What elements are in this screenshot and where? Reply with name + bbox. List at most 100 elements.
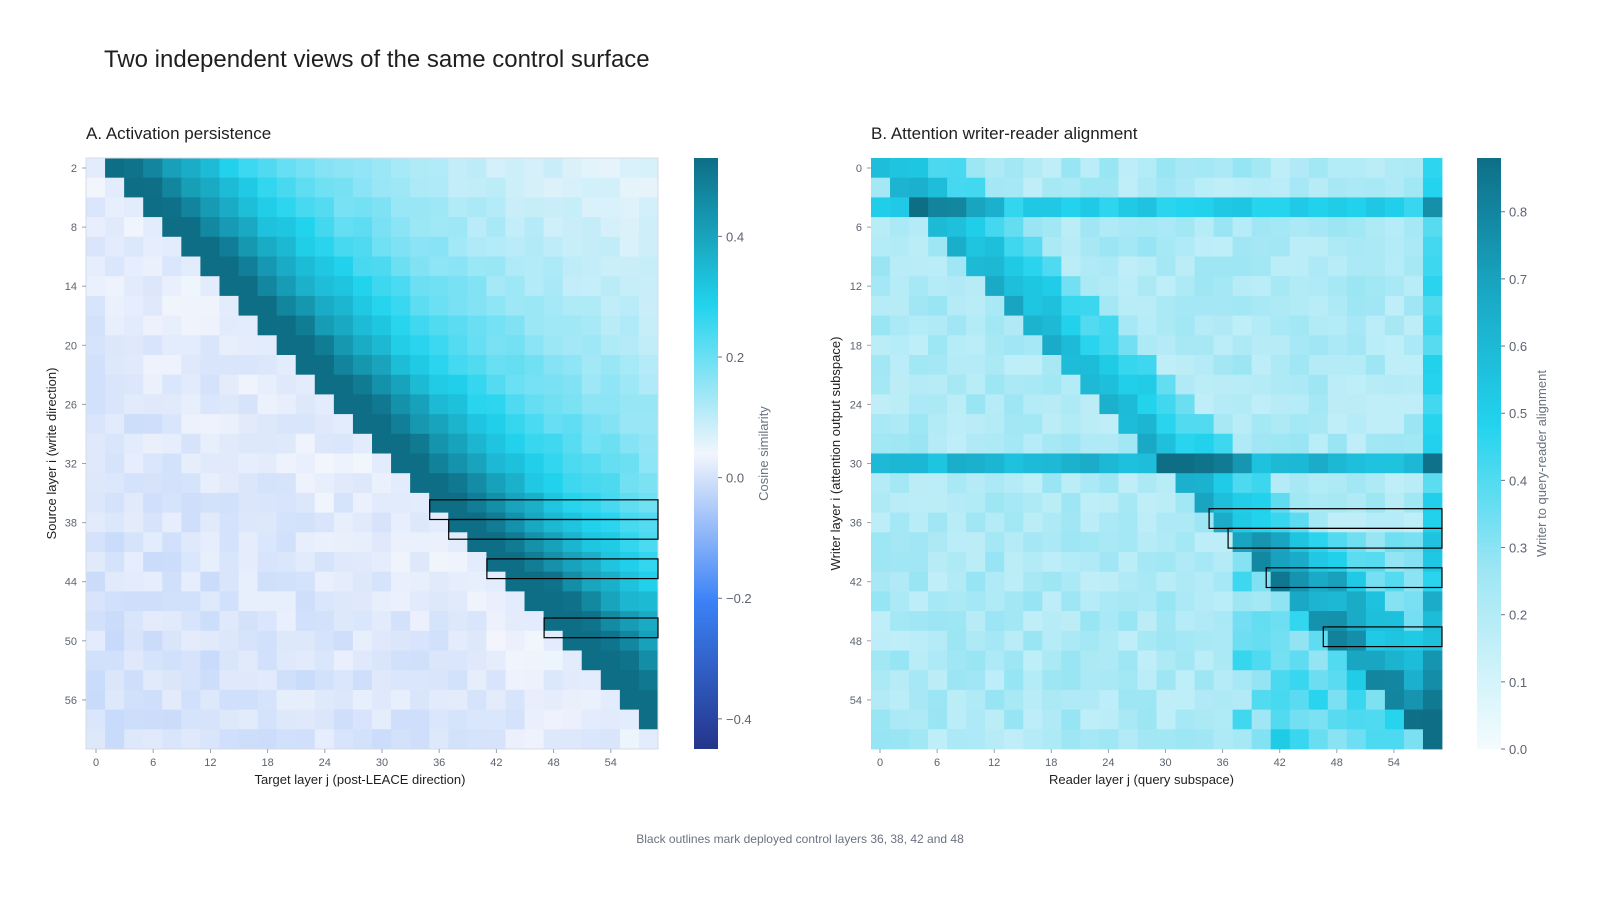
heatmap-cell xyxy=(467,355,487,376)
heatmap-cell xyxy=(1118,512,1138,533)
heatmap-cell xyxy=(295,552,316,573)
heatmap-cell xyxy=(162,355,182,376)
heatmap-cell xyxy=(372,394,392,415)
heatmap-cell xyxy=(486,158,506,179)
heatmap-cell xyxy=(86,236,106,257)
heatmap-cell xyxy=(1194,709,1214,730)
heatmap-cell xyxy=(638,177,659,198)
heatmap-cell xyxy=(890,670,910,691)
heatmap-cell xyxy=(524,433,544,454)
heatmap-cell xyxy=(909,512,929,533)
heatmap-cell xyxy=(467,729,487,750)
heatmap-cell xyxy=(1004,295,1024,316)
heatmap-cell xyxy=(581,650,602,671)
heatmap-cell xyxy=(124,512,144,533)
heatmap-cell xyxy=(1251,236,1272,257)
heatmap-cell xyxy=(562,433,583,454)
heatmap-cell xyxy=(238,571,258,592)
heatmap-cell xyxy=(276,217,297,238)
heatmap-cell xyxy=(200,453,220,474)
heatmap-cell xyxy=(1099,276,1119,297)
heatmap-cell xyxy=(1384,177,1405,198)
heatmap-cell xyxy=(1308,335,1329,356)
heatmap-cell xyxy=(947,295,967,316)
heatmap-cell xyxy=(1327,552,1348,573)
heatmap-cell xyxy=(1289,473,1310,494)
heatmap-cell xyxy=(928,571,948,592)
heatmap-cell xyxy=(1308,473,1329,494)
heatmap-cell xyxy=(1156,217,1176,238)
heatmap-cell xyxy=(1023,335,1043,356)
heatmap-cell xyxy=(909,335,929,356)
heatmap-cell xyxy=(928,611,948,632)
heatmap-cell xyxy=(486,374,506,395)
heatmap-cell xyxy=(1346,453,1367,474)
heatmap-cell xyxy=(486,630,506,651)
heatmap-cell xyxy=(429,630,449,651)
panel-a-ylabel: Source layer i (write direction) xyxy=(44,368,59,540)
heatmap-cell xyxy=(1232,709,1253,730)
heatmap-cell xyxy=(181,591,201,612)
heatmap-cell xyxy=(1137,414,1157,435)
y-tick-label: 20 xyxy=(65,340,77,352)
heatmap-cell xyxy=(1346,709,1367,730)
heatmap-cell xyxy=(871,729,891,750)
y-tick-label: 36 xyxy=(850,518,862,530)
heatmap-cell xyxy=(219,591,239,612)
heatmap-cell xyxy=(543,453,564,474)
heatmap-cell xyxy=(86,394,106,415)
heatmap-cell xyxy=(410,552,430,573)
heatmap-cell xyxy=(1061,611,1081,632)
heatmap-cell xyxy=(238,492,258,513)
heatmap-cell xyxy=(1099,335,1119,356)
heatmap-cell xyxy=(276,473,297,494)
heatmap-cell xyxy=(1099,433,1119,454)
heatmap-cell xyxy=(200,158,220,179)
heatmap-cell xyxy=(909,315,929,336)
heatmap-cell xyxy=(966,689,986,710)
heatmap-cell xyxy=(1194,571,1214,592)
heatmap-cell xyxy=(524,709,544,730)
heatmap-cell xyxy=(1156,315,1176,336)
heatmap-cell xyxy=(1156,374,1176,395)
heatmap-cell xyxy=(524,571,544,592)
heatmap-cell xyxy=(410,433,430,454)
heatmap-cell xyxy=(314,177,335,198)
heatmap-cell xyxy=(333,591,354,612)
heatmap-cell xyxy=(314,630,335,651)
heatmap-cell xyxy=(890,492,910,513)
heatmap-cell xyxy=(619,256,640,277)
heatmap-cell xyxy=(638,197,659,218)
heatmap-cell xyxy=(1004,374,1024,395)
heatmap-cell xyxy=(505,256,525,277)
heatmap-cell xyxy=(372,591,392,612)
heatmap-cell xyxy=(966,394,986,415)
heatmap-cell xyxy=(1403,650,1424,671)
heatmap-cell xyxy=(391,473,411,494)
heatmap-cell xyxy=(1156,177,1176,198)
heatmap-cell xyxy=(1422,670,1443,691)
heatmap-cell xyxy=(543,315,564,336)
heatmap-cell xyxy=(1384,571,1405,592)
heatmap-cell xyxy=(1023,394,1043,415)
heatmap-cell xyxy=(871,709,891,730)
heatmap-cell xyxy=(543,670,564,691)
heatmap-cell xyxy=(928,492,948,513)
heatmap-cell xyxy=(1042,532,1062,553)
heatmap-cell xyxy=(181,453,201,474)
heatmap-cell xyxy=(1023,276,1043,297)
heatmap-cell xyxy=(410,256,430,277)
heatmap-cell xyxy=(162,670,182,691)
heatmap-cell xyxy=(105,177,125,198)
deployed-layer-outline xyxy=(1227,527,1443,549)
heatmap-cell xyxy=(276,315,297,336)
heatmap-cell xyxy=(372,158,392,179)
heatmap-cell xyxy=(909,276,929,297)
heatmap-cell xyxy=(581,433,602,454)
heatmap-cell xyxy=(928,453,948,474)
heatmap-cell xyxy=(1099,217,1119,238)
heatmap-cell xyxy=(562,355,583,376)
heatmap-cell xyxy=(1232,335,1253,356)
heatmap-cell xyxy=(1004,414,1024,435)
heatmap-cell xyxy=(448,197,468,218)
